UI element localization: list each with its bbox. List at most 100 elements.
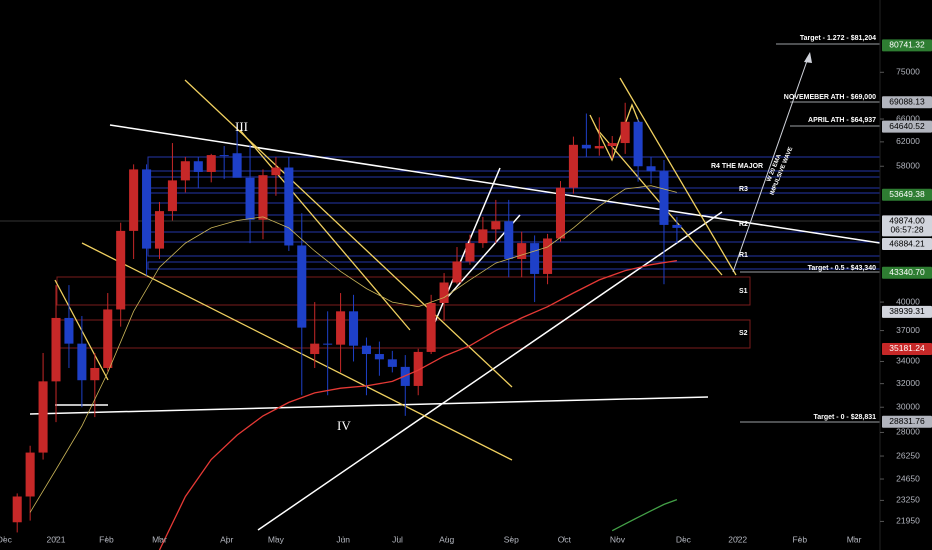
x-tick-label: Feb xyxy=(99,534,114,544)
level-label: R2 xyxy=(739,221,748,228)
candle-body xyxy=(64,317,74,344)
candle-body xyxy=(620,121,630,144)
candle-body xyxy=(581,144,591,149)
moving-average xyxy=(29,185,678,513)
candle-body xyxy=(180,161,190,181)
price-label-box xyxy=(882,415,932,428)
axes: 21950 23250 24650 26250 28000 30000 32000 34000… xyxy=(0,39,932,544)
candle-body xyxy=(568,144,578,188)
price-label-box xyxy=(882,96,932,109)
x-tick-label: Feb xyxy=(792,534,807,544)
price-label-box xyxy=(882,266,932,279)
y-tick-label: 28000 xyxy=(896,427,920,437)
candle-body xyxy=(258,175,268,220)
x-tick-label: 2021 xyxy=(47,534,66,544)
y-tick-label: 24650 xyxy=(896,473,920,483)
price-label-box xyxy=(882,305,932,318)
target-label: Target - 0 - $28,831 xyxy=(813,414,876,421)
level-label: R4 THE MAJOR xyxy=(711,163,763,170)
price-label: 49874.00 xyxy=(889,216,925,226)
level-label: R1 xyxy=(739,252,748,259)
x-tick-label: Jul xyxy=(392,534,403,544)
price-label: 46884.21 xyxy=(889,238,925,248)
candle-body xyxy=(659,171,669,225)
candle-body xyxy=(271,167,281,176)
candle-body xyxy=(530,243,540,274)
wave-label: III xyxy=(235,119,248,134)
candle-body xyxy=(142,169,152,249)
x-tick-label: Mar xyxy=(847,534,862,544)
candle-body xyxy=(387,359,397,367)
y-tick-label: 37000 xyxy=(896,325,920,335)
candle-body xyxy=(491,221,501,230)
candle-body xyxy=(232,153,242,178)
candle-body xyxy=(426,302,436,352)
level-label: S2 xyxy=(739,330,748,337)
x-tick-label: Dec xyxy=(676,534,692,544)
price-label-box xyxy=(882,188,932,201)
candle-body xyxy=(193,161,203,172)
x-tick-label: Jun xyxy=(336,534,350,544)
candle-body xyxy=(167,180,177,212)
x-tick-label: Nov xyxy=(610,534,626,544)
y-tick-label: 58000 xyxy=(896,160,920,170)
candle-body xyxy=(672,224,682,228)
candle-body xyxy=(478,229,488,244)
candle-body xyxy=(25,452,35,497)
price-label-box xyxy=(882,342,932,355)
target-label: Target - 1.272 - $81,204 xyxy=(800,35,876,42)
candle-body xyxy=(310,343,320,355)
candle-body xyxy=(374,354,384,360)
y-tick-label: 21950 xyxy=(896,516,920,526)
candle-body xyxy=(594,146,604,149)
price-label: 35181.24 xyxy=(889,343,925,353)
x-tick-label: May xyxy=(268,534,285,544)
y-tick-label: 23250 xyxy=(896,495,920,505)
x-tick-label: Mar xyxy=(152,534,167,544)
annotations: Target - 1.272 - $81,204 NOVEMEBER ATH -… xyxy=(235,35,876,433)
price-label: 53649.38 xyxy=(889,189,925,199)
candle-body xyxy=(517,243,527,260)
candle-body xyxy=(646,166,656,172)
candle-body xyxy=(38,381,48,453)
level-label: S1 xyxy=(739,288,748,295)
candle-body xyxy=(284,167,294,246)
y-tick-label: 26250 xyxy=(896,450,920,460)
countdown: 06:57:28 xyxy=(890,225,923,235)
candle-body xyxy=(336,311,346,345)
y-tick-label: 32000 xyxy=(896,378,920,388)
candle-body xyxy=(555,187,566,239)
candle-body xyxy=(465,243,475,262)
price-label: 43340.70 xyxy=(889,267,925,277)
moving-average xyxy=(158,259,678,550)
candle-body xyxy=(12,496,22,523)
candle-body xyxy=(77,343,87,381)
candle-body xyxy=(116,230,126,310)
candle-body xyxy=(297,245,307,328)
y-tick-label: 40000 xyxy=(896,296,920,306)
price-label-box xyxy=(882,215,932,237)
candle-body xyxy=(504,221,514,260)
price-label: 38939.31 xyxy=(889,306,925,316)
target-label: Target - 0.5 - $43,340 xyxy=(808,265,876,272)
level-label: R3 xyxy=(739,186,748,193)
ath-label: APRIL ATH - $64,937 xyxy=(808,117,876,124)
wave-label: IV xyxy=(337,418,351,433)
price-label: 28831.76 xyxy=(889,416,925,426)
x-tick-label: Dec xyxy=(0,534,13,544)
candle-body xyxy=(439,282,449,303)
candle-body xyxy=(633,121,643,167)
y-tick-label: 75000 xyxy=(896,67,920,77)
candle-body xyxy=(129,169,139,231)
candle-body xyxy=(90,367,100,381)
candle-body xyxy=(452,261,462,283)
moving-average xyxy=(611,498,678,532)
x-tick-label: Apr xyxy=(220,534,233,544)
y-tick-label: 62000 xyxy=(896,136,920,146)
candle-body xyxy=(51,317,61,382)
candle-body xyxy=(206,155,216,172)
candle-body xyxy=(219,155,229,157)
x-tick-label: Oct xyxy=(558,534,572,544)
